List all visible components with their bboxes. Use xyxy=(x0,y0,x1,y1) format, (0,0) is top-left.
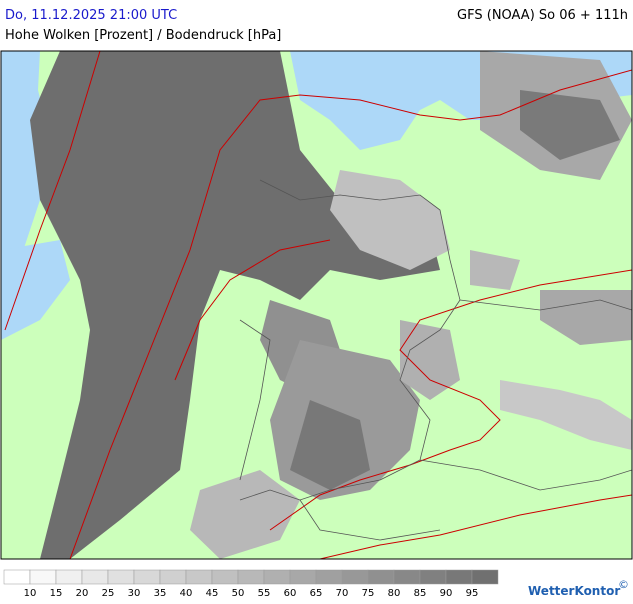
legend-swatch xyxy=(315,569,343,585)
legend-label: 50 xyxy=(232,588,245,599)
model-run: GFS (NOAA) So 06 + 111h xyxy=(457,8,628,23)
legend-swatch xyxy=(3,569,31,585)
subtitle: Hohe Wolken [Prozent] / Bodendruck [hPa] xyxy=(5,28,281,43)
legend-swatch xyxy=(29,569,57,585)
legend: 10 15 20 25 30 35 40 45 50 55 60 65 70 75 80 85 90 95 xyxy=(3,569,499,599)
legend-swatch xyxy=(341,569,369,585)
legend-swatch xyxy=(445,569,473,585)
legend-swatch xyxy=(367,569,395,585)
legend-label: 10 xyxy=(24,588,37,599)
legend-swatch xyxy=(55,569,83,585)
legend-label: 55 xyxy=(258,588,271,599)
legend-swatch xyxy=(159,569,187,585)
legend-label: 65 xyxy=(310,588,323,599)
legend-label: 60 xyxy=(284,588,297,599)
map xyxy=(0,50,633,560)
legend-swatch xyxy=(263,569,291,585)
legend-label: 45 xyxy=(206,588,219,599)
legend-swatch xyxy=(289,569,317,585)
legend-label: 95 xyxy=(466,588,479,599)
legend-label: 85 xyxy=(414,588,427,599)
legend-swatch xyxy=(419,569,447,585)
legend-label: 80 xyxy=(388,588,401,599)
legend-swatch xyxy=(81,569,109,585)
legend-swatch xyxy=(211,569,239,585)
logo: WetterKontor xyxy=(528,584,620,598)
legend-label: 35 xyxy=(154,588,167,599)
legend-label: 15 xyxy=(50,588,63,599)
legend-label: 40 xyxy=(180,588,193,599)
legend-swatch xyxy=(133,569,161,585)
legend-label: 20 xyxy=(76,588,89,599)
datetime: Do, 11.12.2025 21:00 UTC xyxy=(5,8,177,23)
legend-label: 75 xyxy=(362,588,375,599)
legend-swatch xyxy=(393,569,421,585)
legend-label: 25 xyxy=(102,588,115,599)
legend-label: 70 xyxy=(336,588,349,599)
legend-swatch xyxy=(107,569,135,585)
legend-swatch xyxy=(471,569,499,585)
legend-swatch xyxy=(185,569,213,585)
logo-copyright: © xyxy=(618,578,629,591)
legend-swatch xyxy=(237,569,265,585)
legend-label: 30 xyxy=(128,588,141,599)
legend-label: 90 xyxy=(440,588,453,599)
